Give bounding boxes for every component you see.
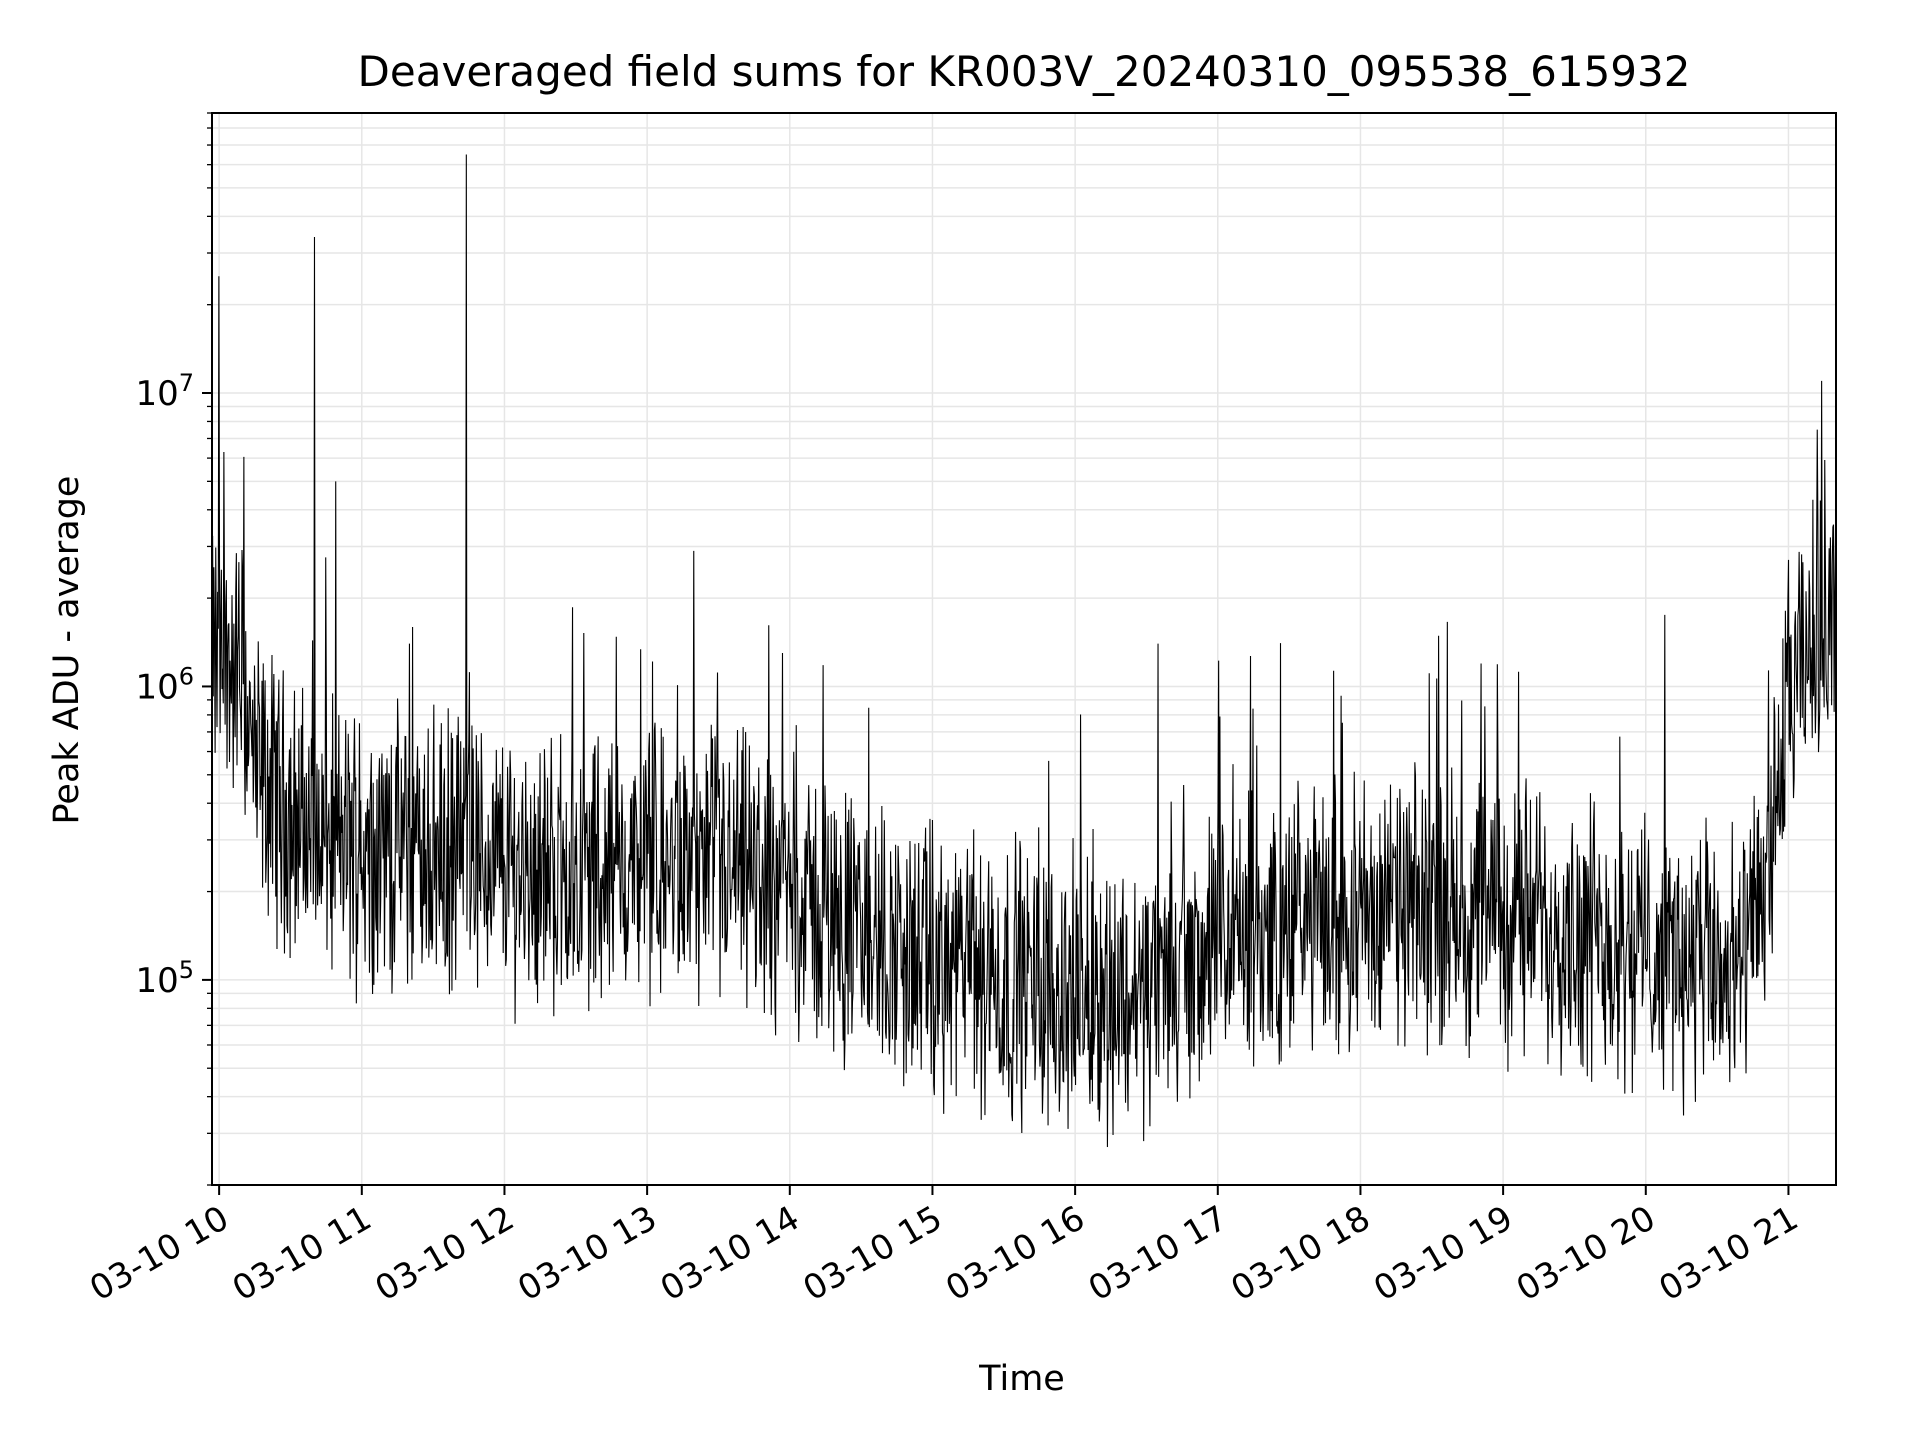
- y-axis-label: Peak ADU - average: [47, 476, 87, 825]
- x-axis-label: Time: [978, 1359, 1065, 1399]
- series-line: [211, 154, 1837, 1148]
- y-tick-label: 106: [135, 662, 194, 707]
- y-axis: 105 106 107: [135, 112, 212, 1186]
- plot-frame: [211, 112, 1837, 1186]
- y-tick-label: 105: [135, 956, 194, 1001]
- chart-title: Deaveraged field sums for KR003V_2024031…: [358, 47, 1691, 96]
- data-series: [211, 154, 1837, 1148]
- y-tick-label: 107: [135, 369, 194, 414]
